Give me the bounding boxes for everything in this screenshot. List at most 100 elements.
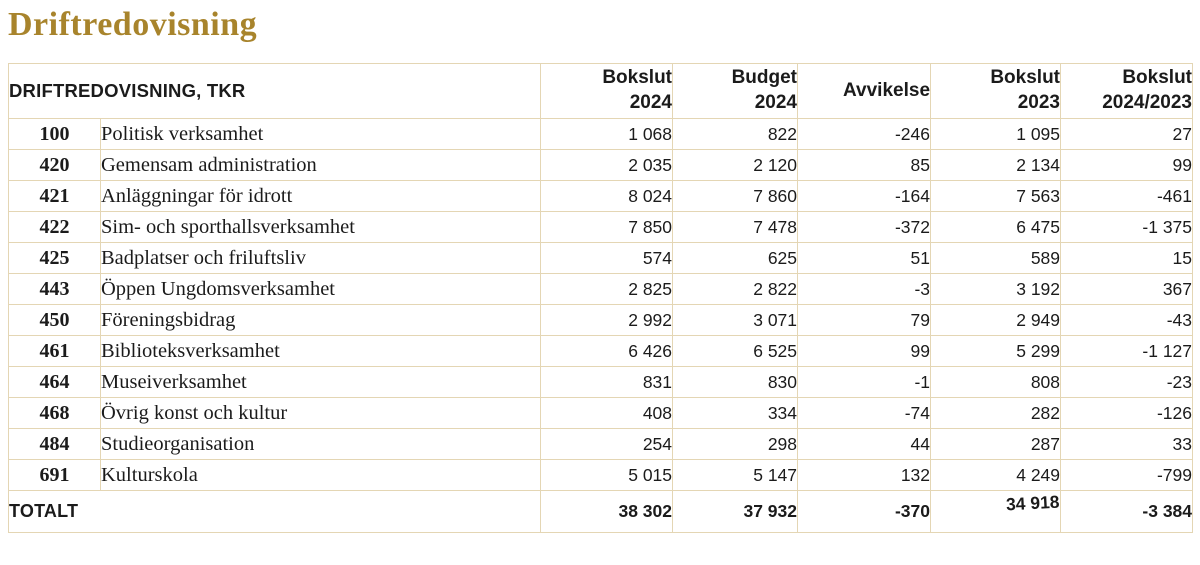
- cell-budget-2024: 2 822: [672, 273, 799, 305]
- cell-bokslut-2024-2023: 33: [1060, 428, 1194, 460]
- cell-bokslut-2024: 7 850: [540, 211, 674, 243]
- header-label: DRIFTREDOVISNING, TKR: [7, 63, 542, 119]
- cell-bokslut-2023: 2 949: [930, 304, 1062, 336]
- header-budget-2024: Budget 2024: [672, 63, 799, 119]
- header-line: Bokslut: [990, 67, 1061, 89]
- row-name: Gemensam administration: [99, 149, 542, 181]
- cell-bokslut-2023: 287: [930, 428, 1062, 460]
- row-code: 425: [8, 242, 101, 274]
- cell-bokslut-2024: 1 068: [540, 118, 674, 150]
- row-name: Museiverksamhet: [99, 366, 542, 398]
- cell-bokslut-2023: 6 475: [930, 211, 1062, 243]
- row-name: Sim- och sporthallsverksamhet: [99, 211, 542, 243]
- cell-bokslut-2024: 831: [540, 366, 674, 398]
- cell-bokslut-2023: 282: [930, 397, 1062, 429]
- table-row: 691 Kulturskola 5 015 5 147 132 4 249 -7…: [8, 459, 1194, 491]
- header-bokslut-2023: Bokslut 2023: [930, 63, 1062, 119]
- header-bokslut-2024-2023: Bokslut 2024/2023: [1060, 63, 1194, 119]
- header-row: DRIFTREDOVISNING, TKR Bokslut 2024 Budge…: [7, 63, 1194, 119]
- cell-bokslut-2023: 4 249: [930, 459, 1062, 491]
- cell-bokslut-2024-2023: -126: [1060, 397, 1194, 429]
- table-row: 484 Studieorganisation 254 298 44 287 33: [8, 428, 1194, 460]
- total-budget-2024: 37 932: [672, 490, 799, 533]
- row-name: Öppen Ungdomsverksamhet: [99, 273, 542, 305]
- header-bokslut-2024: Bokslut 2024: [540, 63, 674, 119]
- cell-budget-2024: 2 120: [672, 149, 799, 181]
- driftredovisning-table: DRIFTREDOVISNING, TKR Bokslut 2024 Budge…: [7, 63, 1194, 533]
- cell-bokslut-2024-2023: -23: [1060, 366, 1194, 398]
- cell-budget-2024: 830: [672, 366, 799, 398]
- cell-bokslut-2024-2023: -1 127: [1060, 335, 1194, 367]
- cell-budget-2024: 7 860: [672, 180, 799, 212]
- table-row: 461 Biblioteksverksamhet 6 426 6 525 99 …: [8, 335, 1194, 367]
- header-line: Avvikelse: [843, 79, 931, 101]
- cell-avvikelse: 132: [797, 459, 932, 491]
- cell-avvikelse: -246: [797, 118, 932, 150]
- cell-budget-2024: 334: [672, 397, 799, 429]
- cell-budget-2024: 625: [672, 242, 799, 274]
- total-row: TOTALT 38 302 37 932 -370 34 918 -3 384: [7, 490, 1194, 533]
- cell-bokslut-2024: 6 426: [540, 335, 674, 367]
- header-line: Bokslut: [1122, 67, 1193, 89]
- cell-bokslut-2024: 5 015: [540, 459, 674, 491]
- cell-budget-2024: 298: [672, 428, 799, 460]
- row-code: 420: [8, 149, 101, 181]
- cell-bokslut-2024: 8 024: [540, 180, 674, 212]
- row-name: Politisk verksamhet: [99, 118, 542, 150]
- table-row: 443 Öppen Ungdomsverksamhet 2 825 2 822 …: [8, 273, 1194, 305]
- table-row: 100 Politisk verksamhet 1 068 822 -246 1…: [8, 118, 1194, 150]
- cell-budget-2024: 5 147: [672, 459, 799, 491]
- cell-bokslut-2023: 808: [930, 366, 1062, 398]
- total-label: TOTALT: [7, 490, 542, 533]
- row-name: Kulturskola: [99, 459, 542, 491]
- cell-avvikelse: 44: [797, 428, 932, 460]
- cell-bokslut-2024-2023: -1 375: [1060, 211, 1194, 243]
- header-line: Budget: [731, 67, 798, 89]
- row-name: Anläggningar för idrott: [99, 180, 542, 212]
- cell-bokslut-2024: 254: [540, 428, 674, 460]
- cell-budget-2024: 822: [672, 118, 799, 150]
- header-avvikelse: Avvikelse: [797, 63, 932, 119]
- header-line: Bokslut: [602, 67, 673, 89]
- cell-bokslut-2024: 2 825: [540, 273, 674, 305]
- table-footer: TOTALT 38 302 37 932 -370 34 918 -3 384: [7, 490, 1194, 533]
- table-row: 422 Sim- och sporthallsverksamhet 7 850 …: [8, 211, 1194, 243]
- table-body: 100 Politisk verksamhet 1 068 822 -246 1…: [8, 118, 1194, 491]
- table-row: 421 Anläggningar för idrott 8 024 7 860 …: [8, 180, 1194, 212]
- table-row: 468 Övrig konst och kultur 408 334 -74 2…: [8, 397, 1194, 429]
- cell-bokslut-2023: 589: [930, 242, 1062, 274]
- cell-bokslut-2024-2023: -43: [1060, 304, 1194, 336]
- row-code: 691: [8, 459, 101, 491]
- cell-bokslut-2023: 5 299: [930, 335, 1062, 367]
- row-name: Badplatser och friluftsliv: [99, 242, 542, 274]
- row-code: 421: [8, 180, 101, 212]
- header-line: 2024/2023: [1102, 92, 1193, 113]
- cell-avvikelse: -3: [797, 273, 932, 305]
- row-code: 450: [8, 304, 101, 336]
- cell-bokslut-2024-2023: 15: [1060, 242, 1194, 274]
- row-code: 461: [8, 335, 101, 367]
- row-code: 422: [8, 211, 101, 243]
- total-avvikelse: -370: [797, 490, 932, 533]
- cell-bokslut-2023: 2 134: [930, 149, 1062, 181]
- cell-budget-2024: 3 071: [672, 304, 799, 336]
- cell-budget-2024: 6 525: [672, 335, 799, 367]
- row-code: 100: [8, 118, 101, 150]
- table-row: 450 Föreningsbidrag 2 992 3 071 79 2 949…: [8, 304, 1194, 336]
- cell-bokslut-2023: 1 095: [930, 118, 1062, 150]
- row-code: 464: [8, 366, 101, 398]
- row-code: 443: [8, 273, 101, 305]
- cell-budget-2024: 7 478: [672, 211, 799, 243]
- row-name: Övrig konst och kultur: [99, 397, 542, 429]
- cell-bokslut-2024-2023: 27: [1060, 118, 1194, 150]
- total-bokslut-2023: 34 918: [930, 490, 1062, 533]
- table-header: DRIFTREDOVISNING, TKR Bokslut 2024 Budge…: [7, 63, 1194, 119]
- cell-bokslut-2024-2023: -461: [1060, 180, 1194, 212]
- row-code: 484: [8, 428, 101, 460]
- row-name: Biblioteksverksamhet: [99, 335, 542, 367]
- total-bokslut-2024: 38 302: [540, 490, 674, 533]
- total-bokslut-2023-value: 34 918: [1005, 491, 1061, 515]
- table-row: 420 Gemensam administration 2 035 2 120 …: [8, 149, 1194, 181]
- cell-bokslut-2024-2023: 367: [1060, 273, 1194, 305]
